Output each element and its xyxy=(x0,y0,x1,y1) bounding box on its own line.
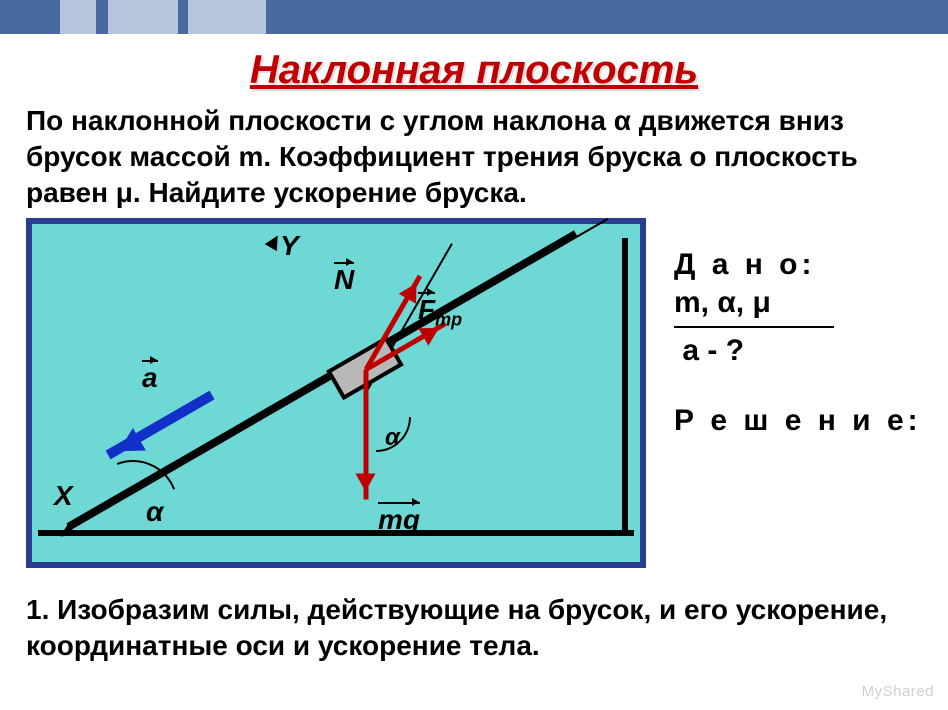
physics-diagram: Y X N Fтр mg a α α xyxy=(26,218,646,568)
label-Ftr: Fтр xyxy=(418,294,462,331)
label-Y: Y xyxy=(280,230,299,262)
given-variables: m, α, μ xyxy=(674,286,922,320)
label-alpha-base: α xyxy=(146,496,163,528)
vertical-line xyxy=(622,238,628,533)
bar-seg xyxy=(188,0,266,34)
given-solution-column: Д а н о: m, α, μ a - ? Р е ш е н и е: xyxy=(646,218,922,568)
decorative-top-bar xyxy=(0,0,948,34)
label-N: N xyxy=(334,264,354,296)
content-row: Y X N Fтр mg a α α Д а н о: m, α, μ a - … xyxy=(26,218,922,568)
solution-step-1: 1. Изобразим силы, действующие на брусок… xyxy=(26,592,922,664)
bar-seg xyxy=(60,0,96,34)
divider-line xyxy=(674,326,834,328)
label-alpha-block: α xyxy=(385,424,400,452)
given-label: Д а н о: xyxy=(674,248,922,282)
label-a: a xyxy=(142,362,158,394)
bar-seg xyxy=(108,0,178,34)
label-mg: mg xyxy=(378,504,420,536)
solution-label: Р е ш е н и е: xyxy=(674,404,922,438)
problem-statement: По наклонной плоскости с углом наклона α… xyxy=(26,103,922,210)
label-X: X xyxy=(54,480,73,512)
find-text: a - ? xyxy=(682,334,744,367)
find-row: a - ? xyxy=(674,334,922,368)
slide-title: Наклонная плоскость xyxy=(0,48,948,93)
watermark: MyShared xyxy=(862,683,934,700)
